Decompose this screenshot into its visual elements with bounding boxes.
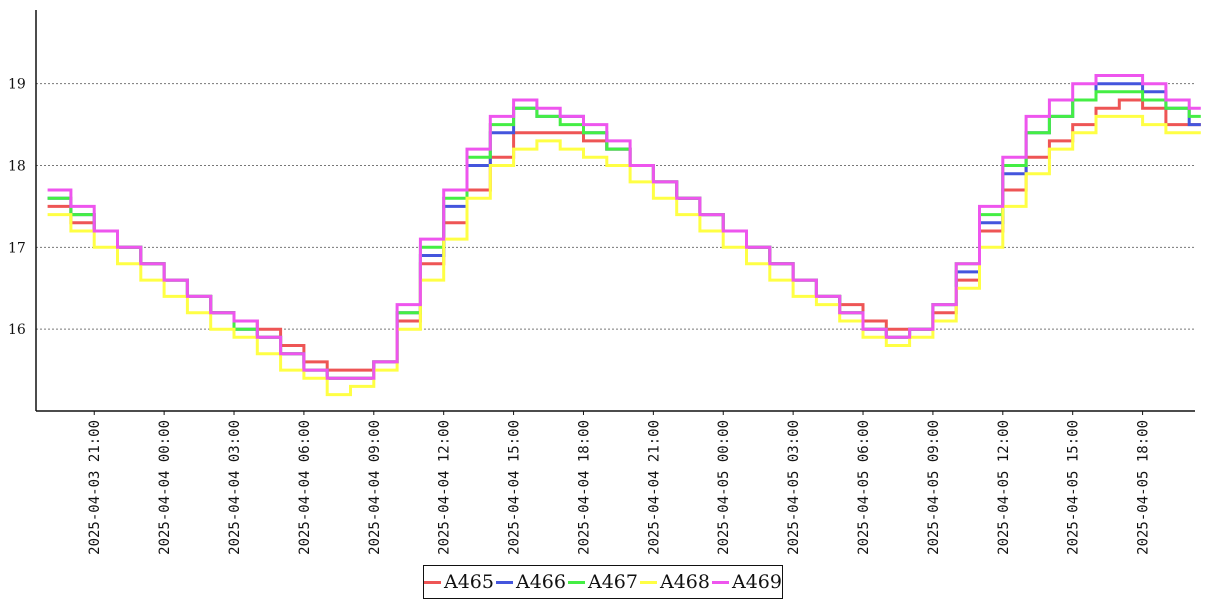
x-tick-label: 2025-04-05 00:00: [716, 420, 732, 555]
legend-item-A467: A467: [568, 571, 638, 593]
x-tick-label: 2025-04-04 06:00: [297, 420, 313, 555]
x-tick-label: 2025-04-04 21:00: [646, 420, 662, 555]
legend-swatch: [640, 580, 657, 584]
x-tick-label: 2025-04-03 21:00: [87, 420, 103, 555]
legend: A465 A466 A467 A468 A469: [423, 565, 783, 599]
legend-item-A466: A466: [496, 571, 566, 593]
legend-item-A469: A469: [712, 571, 782, 593]
x-tick-label: 2025-04-05 15:00: [1066, 420, 1082, 555]
x-tick-label: 2025-04-04 09:00: [367, 420, 383, 555]
legend-swatch: [712, 580, 729, 584]
x-tick-label: 2025-04-05 18:00: [1136, 420, 1152, 555]
x-tick-label: 2025-04-04 12:00: [437, 420, 453, 555]
legend-label: A466: [516, 571, 566, 593]
series-line-A466: [47, 82, 1201, 380]
legend-item-A465: A465: [424, 571, 494, 593]
y-tick-labels: 16 17 18 19: [8, 77, 26, 339]
y-tick-label-16: 16: [8, 322, 26, 338]
legend-swatch: [424, 580, 441, 584]
x-tick-label: 2025-04-05 12:00: [996, 420, 1012, 555]
x-tick-label: 2025-04-05 06:00: [856, 420, 872, 555]
x-tick-label: 2025-04-04 00:00: [157, 420, 173, 555]
x-tick-label: 2025-04-04 18:00: [576, 420, 592, 555]
legend-label: A465: [444, 571, 494, 593]
axes: [35, 10, 1195, 415]
x-tick-labels: 2025-04-03 21:00 2025-04-04 00:00 2025-04-…: [87, 420, 1151, 555]
x-tick-label: 2025-04-04 03:00: [227, 420, 243, 555]
series-lines: [47, 74, 1201, 397]
series-line-A469: [47, 74, 1201, 380]
legend-swatch: [496, 580, 513, 584]
x-tick-label: 2025-04-04 15:00: [507, 420, 523, 555]
y-tick-label-17: 17: [8, 240, 26, 256]
x-tick-label: 2025-04-05 03:00: [786, 420, 802, 555]
x-tick-label: 2025-04-05 09:00: [926, 420, 942, 555]
y-tick-label-18: 18: [8, 158, 26, 174]
legend-label: A468: [660, 571, 710, 593]
y-tick-label-19: 19: [8, 77, 26, 93]
legend-swatch: [568, 580, 585, 584]
legend-label: A469: [732, 571, 782, 593]
series-line-A467: [47, 90, 1201, 380]
series-line-A468: [47, 114, 1201, 397]
legend-item-A468: A468: [640, 571, 710, 593]
legend-label: A467: [588, 571, 638, 593]
